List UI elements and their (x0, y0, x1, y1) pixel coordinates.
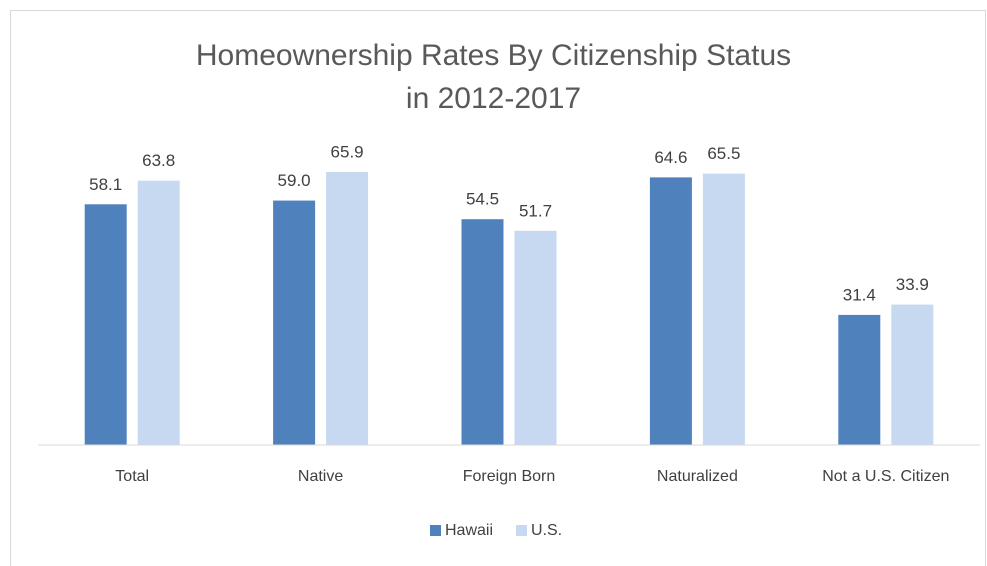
data-label: 51.7 (519, 201, 552, 220)
data-label: 31.4 (843, 285, 876, 304)
bar (326, 171, 369, 445)
data-label: 54.5 (466, 190, 499, 209)
bar (461, 219, 504, 445)
title-box: Homeownership Rates By Citizenship Statu… (0, 34, 987, 120)
data-label: 33.9 (896, 275, 929, 294)
data-label: 59.0 (278, 171, 311, 190)
bar (137, 180, 180, 445)
data-label: 65.5 (707, 144, 740, 163)
bar (273, 200, 316, 445)
bar (838, 314, 881, 445)
data-label: 63.8 (142, 151, 175, 170)
legend-swatch (516, 525, 527, 536)
chart-title: Homeownership Rates By Citizenship Statu… (195, 39, 792, 115)
x-tick-label: Total (115, 468, 149, 485)
bar (891, 304, 934, 445)
legend-swatch (430, 525, 441, 536)
legend-label: U.S. (531, 522, 562, 539)
bar (84, 204, 127, 445)
bar (514, 230, 557, 445)
x-tick-label: Native (298, 468, 343, 485)
x-tick-label: Not a U.S. Citizen (822, 468, 949, 485)
x-tick-label: Naturalized (657, 468, 738, 485)
data-label: 64.6 (654, 148, 687, 167)
chart-frame (10, 10, 986, 566)
bar (649, 177, 692, 445)
legend-label: Hawaii (445, 522, 493, 539)
bar (702, 173, 745, 445)
data-label: 65.9 (331, 142, 364, 161)
x-tick-label: Foreign Born (463, 468, 556, 485)
data-label: 58.1 (89, 175, 122, 194)
